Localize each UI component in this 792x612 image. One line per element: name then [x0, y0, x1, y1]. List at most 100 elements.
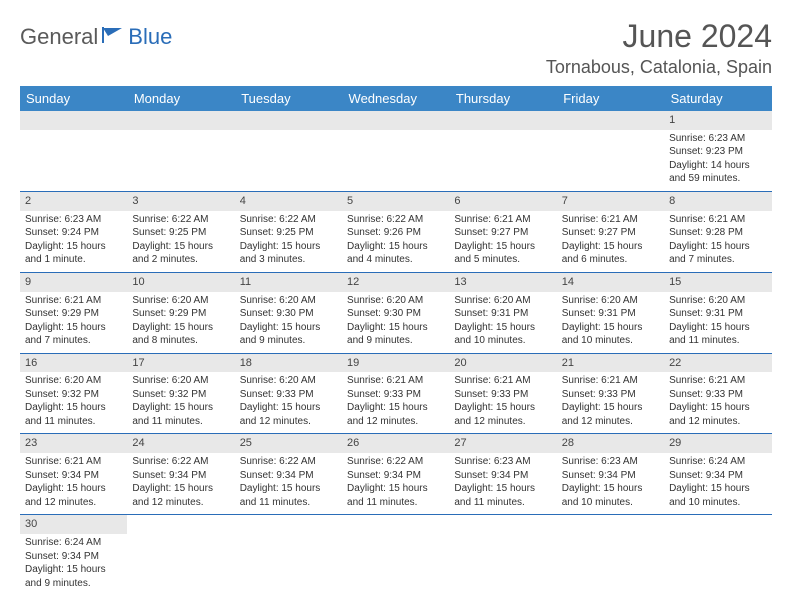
cell-text: Sunrise: 6:21 AM [347, 374, 444, 388]
calendar-cell: 12Sunrise: 6:20 AMSunset: 9:30 PMDayligh… [342, 272, 449, 353]
cell-text: and 11 minutes. [669, 334, 766, 348]
calendar-cell [342, 111, 449, 191]
cell-text: and 5 minutes. [454, 253, 551, 267]
cell-text: Daylight: 15 hours [132, 240, 229, 254]
calendar-cell [235, 111, 342, 191]
cell-text: Sunset: 9:33 PM [240, 388, 337, 402]
cell-text: Sunrise: 6:22 AM [347, 455, 444, 469]
cell-text: Daylight: 15 hours [669, 482, 766, 496]
calendar-cell: 4Sunrise: 6:22 AMSunset: 9:25 PMDaylight… [235, 191, 342, 272]
cell-text: Daylight: 15 hours [25, 321, 122, 335]
calendar-cell [127, 111, 234, 191]
cell-text: Sunset: 9:33 PM [669, 388, 766, 402]
calendar-cell: 9Sunrise: 6:21 AMSunset: 9:29 PMDaylight… [20, 272, 127, 353]
cell-text: Sunrise: 6:24 AM [25, 536, 122, 550]
calendar-cell: 29Sunrise: 6:24 AMSunset: 9:34 PMDayligh… [664, 434, 771, 515]
cell-text: Daylight: 15 hours [347, 482, 444, 496]
calendar-cell: 15Sunrise: 6:20 AMSunset: 9:31 PMDayligh… [664, 272, 771, 353]
title-block: June 2024 Tornabous, Catalonia, Spain [546, 18, 772, 78]
calendar-row: 1Sunrise: 6:23 AMSunset: 9:23 PMDaylight… [20, 111, 772, 191]
cell-text: and 9 minutes. [240, 334, 337, 348]
calendar-cell: 6Sunrise: 6:21 AMSunset: 9:27 PMDaylight… [449, 191, 556, 272]
cell-text: Daylight: 15 hours [562, 321, 659, 335]
cell-text: Sunset: 9:27 PM [562, 226, 659, 240]
cell-text: Daylight: 15 hours [132, 401, 229, 415]
calendar-cell: 8Sunrise: 6:21 AMSunset: 9:28 PMDaylight… [664, 191, 771, 272]
day-number: 26 [342, 434, 449, 453]
day-number: 19 [342, 354, 449, 373]
calendar-cell: 26 Sunrise: 6:22 AMSunset: 9:34 PMDayligh… [342, 434, 449, 515]
calendar-cell: 14Sunrise: 6:20 AMSunset: 9:31 PMDayligh… [557, 272, 664, 353]
cell-text: Sunrise: 6:20 AM [132, 374, 229, 388]
day-number: 14 [557, 273, 664, 292]
cell-text: Sunset: 9:26 PM [347, 226, 444, 240]
cell-text: Sunset: 9:34 PM [454, 469, 551, 483]
calendar-row: 9Sunrise: 6:21 AMSunset: 9:29 PMDaylight… [20, 272, 772, 353]
cell-text: Daylight: 15 hours [25, 240, 122, 254]
day-header-row: Sunday Monday Tuesday Wednesday Thursday… [20, 86, 772, 111]
cell-text: Sunrise: 6:21 AM [454, 213, 551, 227]
cell-text: Sunset: 9:32 PM [132, 388, 229, 402]
cell-text: Sunrise: 6:21 AM [454, 374, 551, 388]
cell-text: and 12 minutes. [347, 415, 444, 429]
cell-text: Sunset: 9:30 PM [347, 307, 444, 321]
cell-text: Sunrise: 6:23 AM [25, 213, 122, 227]
day-number: 17 [127, 354, 234, 373]
cell-text: Sunset: 9:34 PM [132, 469, 229, 483]
cell-text: Daylight: 15 hours [25, 482, 122, 496]
calendar-cell: 27Sunrise: 6:23 AMSunset: 9:34 PMDayligh… [449, 434, 556, 515]
cell-text: Sunrise: 6:23 AM [454, 455, 551, 469]
cell-text: Daylight: 15 hours [347, 321, 444, 335]
cell-text: Sunrise: 6:21 AM [562, 213, 659, 227]
cell-text: Sunrise: 6:20 AM [240, 374, 337, 388]
cell-text: Daylight: 15 hours [25, 563, 122, 577]
day-number: 3 [127, 192, 234, 211]
cell-text: Daylight: 15 hours [240, 401, 337, 415]
cell-text: and 12 minutes. [240, 415, 337, 429]
cell-text: Sunrise: 6:23 AM [669, 132, 766, 146]
cell-text: Daylight: 15 hours [132, 482, 229, 496]
cell-text: Sunset: 9:28 PM [669, 226, 766, 240]
cell-text: Sunrise: 6:22 AM [240, 213, 337, 227]
cell-text: and 12 minutes. [132, 496, 229, 510]
cell-text: Sunset: 9:27 PM [454, 226, 551, 240]
cell-text: Sunset: 9:34 PM [347, 469, 444, 483]
day-header: Thursday [449, 86, 556, 111]
day-header: Monday [127, 86, 234, 111]
calendar-cell: 28Sunrise: 6:23 AMSunset: 9:34 PMDayligh… [557, 434, 664, 515]
cell-text: Sunset: 9:31 PM [669, 307, 766, 321]
cell-text: and 12 minutes. [562, 415, 659, 429]
cell-text: Sunrise: 6:20 AM [669, 294, 766, 308]
cell-text: Sunset: 9:30 PM [240, 307, 337, 321]
cell-text: Sunrise: 6:21 AM [669, 374, 766, 388]
calendar-cell [449, 111, 556, 191]
day-number: 13 [449, 273, 556, 292]
cell-text: Daylight: 15 hours [347, 240, 444, 254]
day-number: 25 [235, 434, 342, 453]
day-number: 12 [342, 273, 449, 292]
calendar-cell: 30Sunrise: 6:24 AMSunset: 9:34 PMDayligh… [20, 515, 127, 595]
calendar-row: 30Sunrise: 6:24 AMSunset: 9:34 PMDayligh… [20, 515, 772, 595]
cell-text: Sunset: 9:33 PM [454, 388, 551, 402]
cell-text: Sunset: 9:33 PM [347, 388, 444, 402]
cell-text: Sunrise: 6:22 AM [132, 213, 229, 227]
day-number: 30 [20, 515, 127, 534]
cell-text: and 1 minute. [25, 253, 122, 267]
cell-text: Sunrise: 6:24 AM [669, 455, 766, 469]
cell-text: and 10 minutes. [669, 496, 766, 510]
logo-text-general: General [20, 24, 98, 50]
day-number: 10 [127, 273, 234, 292]
calendar-cell: 25Sunrise: 6:22 AMSunset: 9:34 PMDayligh… [235, 434, 342, 515]
cell-text: Sunset: 9:34 PM [669, 469, 766, 483]
logo-text-blue: Blue [128, 24, 172, 50]
cell-text: Sunrise: 6:20 AM [454, 294, 551, 308]
calendar-cell: 10Sunrise: 6:20 AMSunset: 9:29 PMDayligh… [127, 272, 234, 353]
calendar-cell: 17Sunrise: 6:20 AMSunset: 9:32 PMDayligh… [127, 353, 234, 434]
cell-text: Sunrise: 6:22 AM [347, 213, 444, 227]
cell-text: Sunrise: 6:21 AM [25, 455, 122, 469]
cell-text: Sunset: 9:29 PM [25, 307, 122, 321]
cell-text: Daylight: 15 hours [454, 240, 551, 254]
calendar-cell [235, 515, 342, 595]
cell-text: Sunrise: 6:22 AM [132, 455, 229, 469]
calendar-cell: 2Sunrise: 6:23 AMSunset: 9:24 PMDaylight… [20, 191, 127, 272]
